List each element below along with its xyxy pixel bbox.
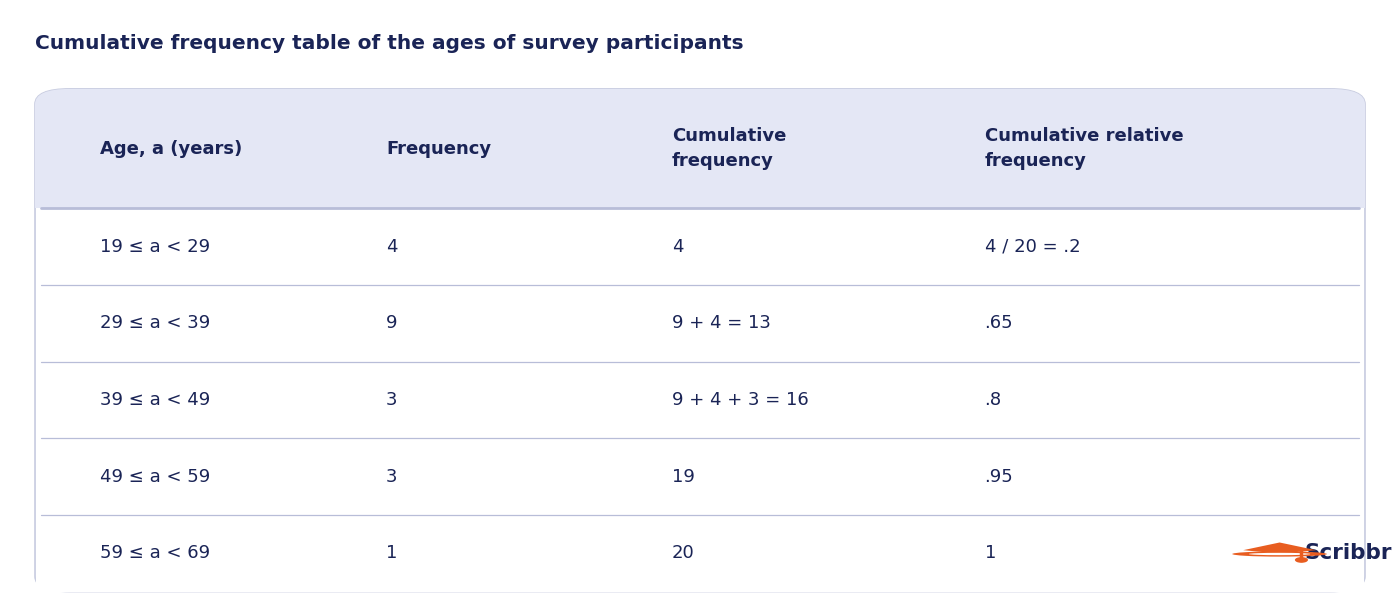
FancyBboxPatch shape: [35, 89, 1365, 208]
Text: 49 ≤ a < 59: 49 ≤ a < 59: [101, 468, 210, 485]
Ellipse shape: [1232, 551, 1327, 557]
Text: Cumulative frequency table of the ages of survey participants: Cumulative frequency table of the ages o…: [35, 34, 743, 53]
Bar: [36, 515, 1364, 592]
Text: 4 / 20 = .2: 4 / 20 = .2: [984, 238, 1081, 256]
Text: 3: 3: [386, 391, 398, 409]
Text: 19: 19: [672, 468, 694, 485]
Text: Age, a (years): Age, a (years): [101, 140, 242, 158]
Text: 19 ≤ a < 29: 19 ≤ a < 29: [101, 238, 210, 256]
Text: 4: 4: [386, 238, 398, 256]
Text: 9 + 4 = 13: 9 + 4 = 13: [672, 314, 771, 332]
Bar: [36, 438, 1364, 515]
Bar: [36, 208, 1364, 285]
Text: 9: 9: [386, 314, 398, 332]
Text: .95: .95: [984, 468, 1014, 485]
Text: Scribbr: Scribbr: [1305, 543, 1393, 563]
Bar: [36, 362, 1364, 438]
Text: 39 ≤ a < 49: 39 ≤ a < 49: [101, 391, 210, 409]
Text: 20: 20: [672, 544, 694, 562]
Text: Cumulative relative
frequency: Cumulative relative frequency: [984, 127, 1183, 170]
Text: 29 ≤ a < 39: 29 ≤ a < 39: [101, 314, 210, 332]
Text: 1: 1: [386, 544, 398, 562]
Text: Cumulative
frequency: Cumulative frequency: [672, 127, 787, 170]
FancyBboxPatch shape: [35, 89, 1365, 592]
Polygon shape: [1243, 543, 1316, 554]
Text: 59 ≤ a < 69: 59 ≤ a < 69: [101, 544, 210, 562]
Text: 4: 4: [672, 238, 683, 256]
Bar: [36, 285, 1364, 362]
Text: 3: 3: [386, 468, 398, 485]
Text: 9 + 4 + 3 = 16: 9 + 4 + 3 = 16: [672, 391, 809, 409]
Circle shape: [1295, 557, 1308, 563]
FancyBboxPatch shape: [35, 149, 1365, 208]
Text: .65: .65: [984, 314, 1014, 332]
Text: 1: 1: [984, 544, 995, 562]
Text: Frequency: Frequency: [386, 140, 491, 158]
Text: .8: .8: [984, 391, 1001, 409]
Ellipse shape: [1249, 553, 1310, 555]
